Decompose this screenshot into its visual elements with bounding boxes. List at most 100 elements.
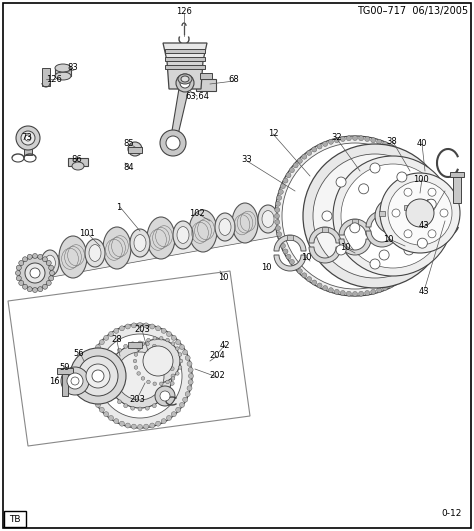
Circle shape — [416, 259, 420, 264]
Circle shape — [166, 415, 172, 421]
Circle shape — [25, 135, 31, 141]
Circle shape — [398, 150, 403, 156]
Bar — [196, 79, 216, 91]
Circle shape — [114, 418, 119, 424]
Circle shape — [185, 355, 190, 361]
Ellipse shape — [85, 239, 105, 267]
Circle shape — [86, 373, 91, 379]
Circle shape — [78, 356, 118, 396]
Circle shape — [278, 190, 283, 194]
Bar — [62, 374, 68, 396]
Text: 10: 10 — [340, 244, 350, 253]
Circle shape — [275, 201, 281, 207]
Bar — [165, 65, 205, 69]
Circle shape — [336, 177, 346, 187]
Circle shape — [144, 323, 149, 328]
Circle shape — [422, 249, 427, 254]
Circle shape — [317, 283, 322, 288]
Circle shape — [87, 380, 92, 384]
Circle shape — [124, 360, 156, 392]
Bar — [200, 73, 212, 79]
Circle shape — [370, 163, 380, 173]
Circle shape — [160, 130, 186, 156]
Circle shape — [33, 287, 37, 293]
Circle shape — [170, 367, 174, 371]
Circle shape — [150, 324, 155, 329]
Text: 203: 203 — [129, 395, 145, 404]
Circle shape — [175, 372, 179, 375]
Circle shape — [159, 400, 163, 404]
Circle shape — [383, 286, 387, 290]
Circle shape — [403, 154, 408, 159]
Circle shape — [290, 259, 294, 264]
Circle shape — [425, 184, 429, 189]
Circle shape — [404, 230, 412, 238]
Circle shape — [353, 194, 397, 238]
Circle shape — [398, 277, 403, 281]
Circle shape — [90, 391, 95, 397]
Wedge shape — [339, 219, 371, 235]
Circle shape — [19, 257, 51, 289]
Circle shape — [176, 340, 181, 345]
Circle shape — [19, 261, 24, 266]
Circle shape — [33, 253, 37, 259]
Circle shape — [124, 404, 128, 408]
Circle shape — [155, 386, 175, 406]
Circle shape — [430, 220, 435, 225]
Circle shape — [155, 326, 161, 331]
Ellipse shape — [177, 227, 189, 243]
Circle shape — [406, 199, 434, 227]
Bar — [4, 511, 26, 527]
Ellipse shape — [45, 255, 55, 271]
Circle shape — [46, 261, 51, 266]
Circle shape — [359, 184, 369, 194]
Circle shape — [365, 136, 370, 141]
Circle shape — [281, 243, 285, 249]
Circle shape — [178, 353, 182, 356]
Circle shape — [108, 344, 172, 408]
Circle shape — [88, 386, 93, 391]
Ellipse shape — [178, 74, 192, 84]
Circle shape — [377, 288, 382, 293]
Circle shape — [416, 168, 420, 173]
Circle shape — [340, 136, 345, 141]
Text: 40: 40 — [417, 140, 427, 149]
Circle shape — [275, 208, 280, 212]
Ellipse shape — [134, 235, 146, 251]
Circle shape — [334, 289, 339, 294]
Circle shape — [153, 382, 156, 386]
Circle shape — [302, 273, 307, 278]
Text: 16: 16 — [49, 376, 59, 386]
Circle shape — [388, 283, 393, 288]
Ellipse shape — [72, 162, 84, 170]
Circle shape — [427, 190, 432, 194]
Wedge shape — [274, 255, 306, 271]
Circle shape — [90, 355, 95, 361]
Circle shape — [30, 268, 40, 278]
Circle shape — [429, 201, 435, 207]
Circle shape — [136, 339, 180, 383]
Circle shape — [160, 391, 170, 401]
Text: 126: 126 — [46, 74, 62, 83]
Bar — [379, 211, 385, 216]
Wedge shape — [391, 205, 423, 221]
Circle shape — [428, 232, 433, 237]
Text: 33: 33 — [242, 156, 252, 165]
Ellipse shape — [181, 76, 189, 82]
Circle shape — [176, 407, 181, 412]
Circle shape — [16, 266, 21, 270]
Circle shape — [297, 158, 302, 164]
Text: 63,64: 63,64 — [185, 91, 209, 100]
Circle shape — [412, 264, 417, 269]
Circle shape — [379, 250, 389, 260]
Text: 101: 101 — [79, 229, 95, 238]
Circle shape — [333, 156, 453, 276]
Circle shape — [106, 367, 110, 371]
Circle shape — [388, 144, 393, 149]
Text: 10: 10 — [301, 253, 311, 261]
Circle shape — [137, 322, 143, 328]
Circle shape — [131, 424, 137, 429]
Circle shape — [297, 269, 302, 273]
Circle shape — [328, 139, 333, 144]
Circle shape — [171, 412, 176, 417]
